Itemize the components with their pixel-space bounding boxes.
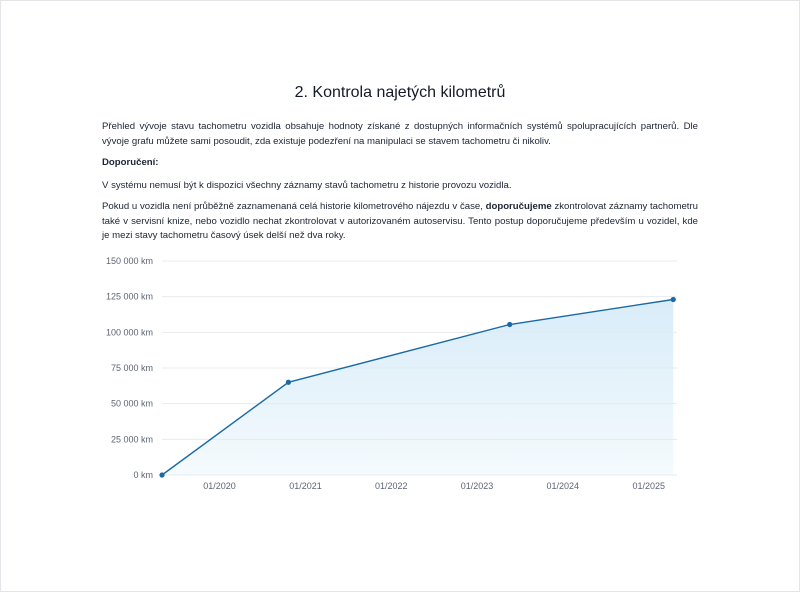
y-tick-label: 150 000 km <box>106 256 153 266</box>
y-axis-labels: 0 km 25 000 km 50 000 km 75 000 km 100 000 k… <box>106 256 153 480</box>
advice-text-start: Pokud u vozidla není průběžně zaznamenan… <box>102 201 486 212</box>
y-tick-label: 100 000 km <box>106 327 153 337</box>
y-tick-label: 0 km <box>133 470 153 480</box>
advice-paragraph: Pokud u vozidla není průběžně zaznamenan… <box>102 200 698 244</box>
x-tick-label: 01/2020 <box>203 481 236 491</box>
x-tick-label: 01/2021 <box>289 481 322 491</box>
x-axis-labels: 01/2020 01/2021 01/2022 01/2023 01/2024 01/20… <box>203 481 665 491</box>
data-points <box>159 296 676 478</box>
advice-text-bold: doporučujeme <box>485 201 552 212</box>
note-paragraph: V systému nemusí být k dispozici všechny… <box>102 180 512 191</box>
x-tick-label: 01/2023 <box>461 481 494 491</box>
data-point <box>285 379 292 385</box>
x-tick-label: 01/2024 <box>547 481 580 491</box>
x-tick-label: 01/2022 <box>375 481 408 491</box>
intro-paragraph: Přehled vývoje stavu tachometru vozidla … <box>102 121 698 147</box>
series-line <box>161 298 674 476</box>
y-tick-label: 25 000 km <box>111 434 153 444</box>
y-tick-label: 75 000 km <box>111 363 153 373</box>
y-tick-label: 125 000 km <box>106 292 153 302</box>
recommendation-heading: Doporučení: <box>102 157 159 168</box>
section-title: 2. Kontrola najetých kilometrů <box>294 84 506 101</box>
data-point <box>507 321 513 328</box>
data-point <box>159 472 165 478</box>
data-point <box>670 296 676 303</box>
advice-text-end: zkontrolovat záznamy tachometru také v s… <box>102 201 698 241</box>
y-tick-label: 50 000 km <box>111 399 153 409</box>
series-area <box>162 299 674 475</box>
x-tick-label: 01/2025 <box>633 481 666 491</box>
